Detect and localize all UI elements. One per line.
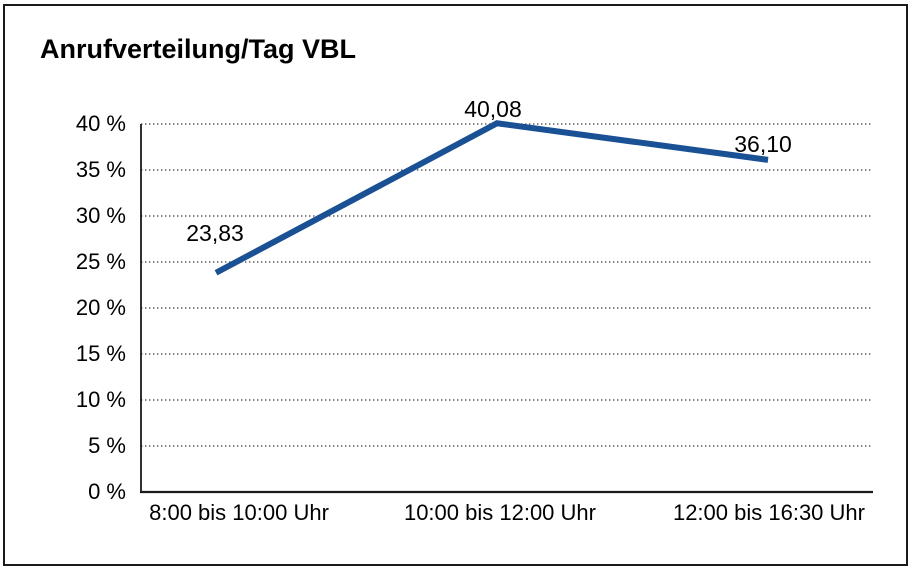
chart-title: Anrufverteilung/Tag VBL	[40, 34, 357, 64]
series-line	[214, 120, 769, 276]
chart-frame: Anrufverteilung/Tag VBL	[3, 4, 908, 566]
